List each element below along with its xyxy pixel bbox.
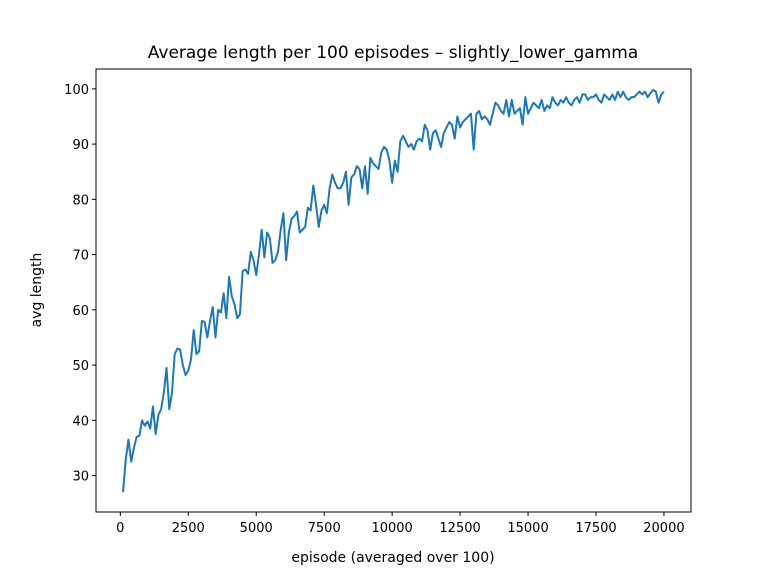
chart-title: Average length per 100 episodes – slight… <box>148 43 639 63</box>
x-tick-label: 15000 <box>507 521 548 536</box>
x-tick-label: 5000 <box>240 521 273 536</box>
x-tick-label: 7500 <box>308 521 341 536</box>
x-tick-label: 12500 <box>439 521 480 536</box>
y-tick-label: 80 <box>72 193 89 208</box>
y-tick-label: 50 <box>72 359 89 374</box>
x-tick-label: 0 <box>116 521 124 536</box>
x-tick-label: 10000 <box>371 521 412 536</box>
y-tick-label: 90 <box>72 138 89 153</box>
data-line <box>122 88 665 493</box>
x-tick-label: 17500 <box>575 521 616 536</box>
y-tick-label: 40 <box>72 414 89 429</box>
y-tick-label: 70 <box>72 249 89 264</box>
y-axis-label: avg length <box>29 253 45 328</box>
y-tick-label: 100 <box>64 83 89 98</box>
x-tick-label: 20000 <box>643 521 684 536</box>
y-tick-label: 60 <box>72 304 89 319</box>
x-tick-label: 2500 <box>172 521 205 536</box>
plot-frame <box>95 68 692 513</box>
x-axis-label: episode (averaged over 100) <box>291 550 494 566</box>
y-tick-label: 30 <box>72 470 89 485</box>
